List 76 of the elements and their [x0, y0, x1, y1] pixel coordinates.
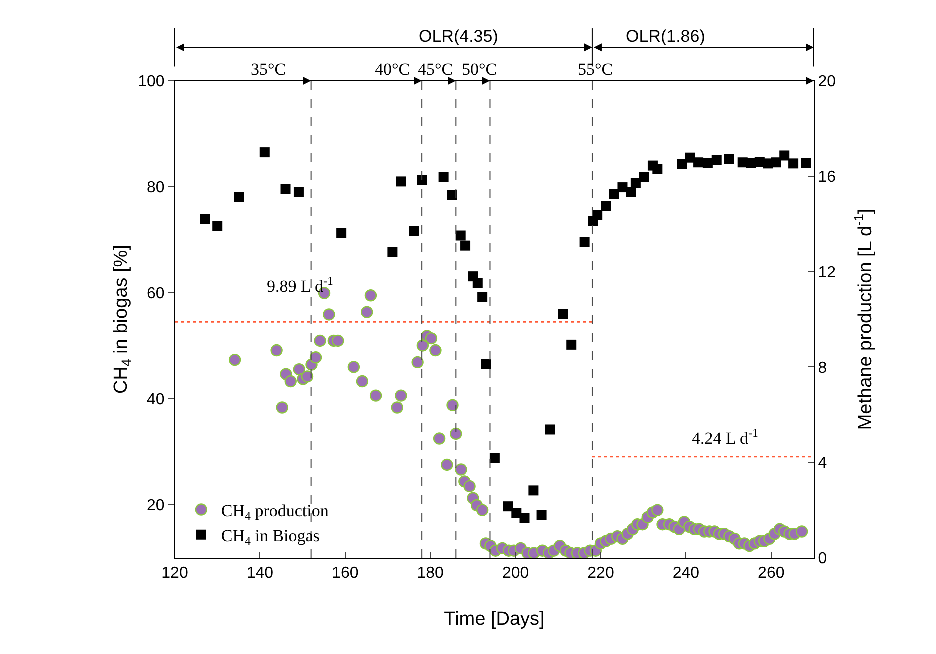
text: 55°C: [578, 60, 614, 79]
y-tick-label: 60: [147, 286, 165, 303]
point: [234, 192, 244, 202]
y-tick-label: 100: [138, 74, 165, 91]
point: [566, 340, 577, 350]
legend-label: CH$_{4}$ production: [221, 501, 330, 523]
point: [438, 172, 449, 182]
point: [788, 158, 799, 169]
point: [712, 156, 722, 166]
point: [626, 187, 636, 198]
point: [336, 228, 347, 238]
text: 35°C: [251, 60, 286, 79]
x-tick-label: 120: [162, 565, 188, 582]
point: [580, 237, 590, 248]
point: [630, 178, 641, 188]
annotation: 4.24 L d$^{-1}$: [692, 426, 758, 448]
text: OLR(4.35): [419, 27, 498, 46]
point: [294, 187, 304, 198]
annotation: 9.89 L d$^{-1}$: [267, 274, 334, 296]
point: [694, 158, 704, 168]
point: [652, 164, 663, 175]
point: [801, 158, 812, 168]
y2-tick-label: 16: [818, 169, 836, 186]
x-tick-label: 180: [417, 565, 444, 582]
point: [536, 510, 547, 520]
x-tick-label: 260: [758, 565, 785, 582]
text: 40°C: [375, 60, 410, 79]
point: [212, 221, 223, 232]
point: [472, 278, 483, 288]
legend-label: CH$_{4}$ in Biogas: [221, 526, 320, 548]
x-tick-label: 220: [588, 565, 614, 582]
point: [618, 182, 628, 193]
point: [388, 247, 398, 258]
point: [545, 424, 556, 435]
point: [408, 226, 419, 236]
text: 50°C: [462, 60, 498, 79]
point: [260, 148, 270, 158]
point: [280, 184, 291, 194]
point: [503, 502, 514, 512]
x-tick-label: 240: [672, 565, 700, 582]
text: OLR(1.86): [626, 27, 706, 46]
point: [520, 513, 530, 524]
point: [558, 309, 568, 320]
x-axis-title: Time [Days]: [444, 609, 545, 630]
y-tick-label: 40: [147, 392, 165, 409]
point: [592, 210, 603, 220]
point: [601, 201, 612, 212]
point: [490, 453, 500, 464]
point: [702, 158, 713, 168]
text: 45°C: [418, 60, 454, 79]
point: [481, 359, 492, 370]
x-tick-label: 200: [502, 565, 530, 582]
point: [639, 172, 650, 182]
y2-tick-label: 12: [818, 264, 836, 282]
point: [677, 159, 688, 170]
point: [478, 292, 488, 302]
y-tick-label: 80: [147, 180, 165, 197]
y2-tick-label: 4: [818, 455, 828, 472]
point: [724, 154, 734, 164]
point: [528, 486, 539, 496]
point: [772, 158, 782, 168]
point: [780, 150, 790, 161]
y2-tick-label: 20: [818, 74, 836, 91]
point: [460, 240, 471, 251]
point: [609, 189, 620, 200]
y-tick-label: 20: [147, 498, 165, 515]
y2-tick-label: 8: [818, 360, 828, 377]
x-tick-label: 160: [332, 565, 359, 582]
point: [200, 214, 210, 224]
y2-tick-label: 0: [818, 550, 828, 568]
point: [396, 176, 406, 187]
x-tick-label: 140: [246, 565, 274, 582]
point: [456, 230, 466, 241]
point: [447, 190, 458, 200]
point: [512, 508, 522, 518]
point: [418, 175, 428, 186]
